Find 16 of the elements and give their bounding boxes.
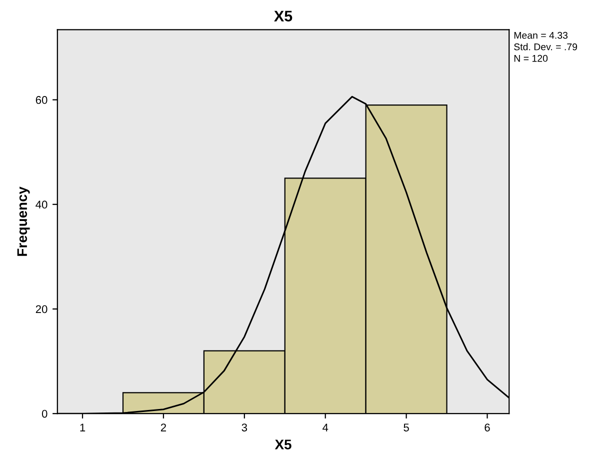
x-tick-label: 3 — [242, 424, 248, 432]
y-tick-label: 40 — [36, 200, 48, 209]
x-tick-label: 1 — [80, 424, 86, 432]
text: Std. Dev. = .79 — [514, 43, 578, 50]
x-tick-label: 5 — [404, 424, 409, 432]
y-tick-label: 0 — [42, 410, 48, 418]
y-tick-label: 20 — [36, 305, 48, 314]
x-tick-label: 4 — [322, 424, 328, 432]
y-axis-title: Frequency — [17, 186, 30, 256]
y-tick-label: 60 — [36, 96, 48, 104]
text: N = 120 — [514, 54, 548, 62]
x-axis-title: X5 — [274, 440, 292, 450]
x-tick-label: 6 — [484, 424, 490, 432]
text: Mean = 4.33 — [514, 32, 568, 39]
chart-title: X5 — [274, 10, 292, 22]
x-tick-label: 2 — [160, 424, 166, 432]
